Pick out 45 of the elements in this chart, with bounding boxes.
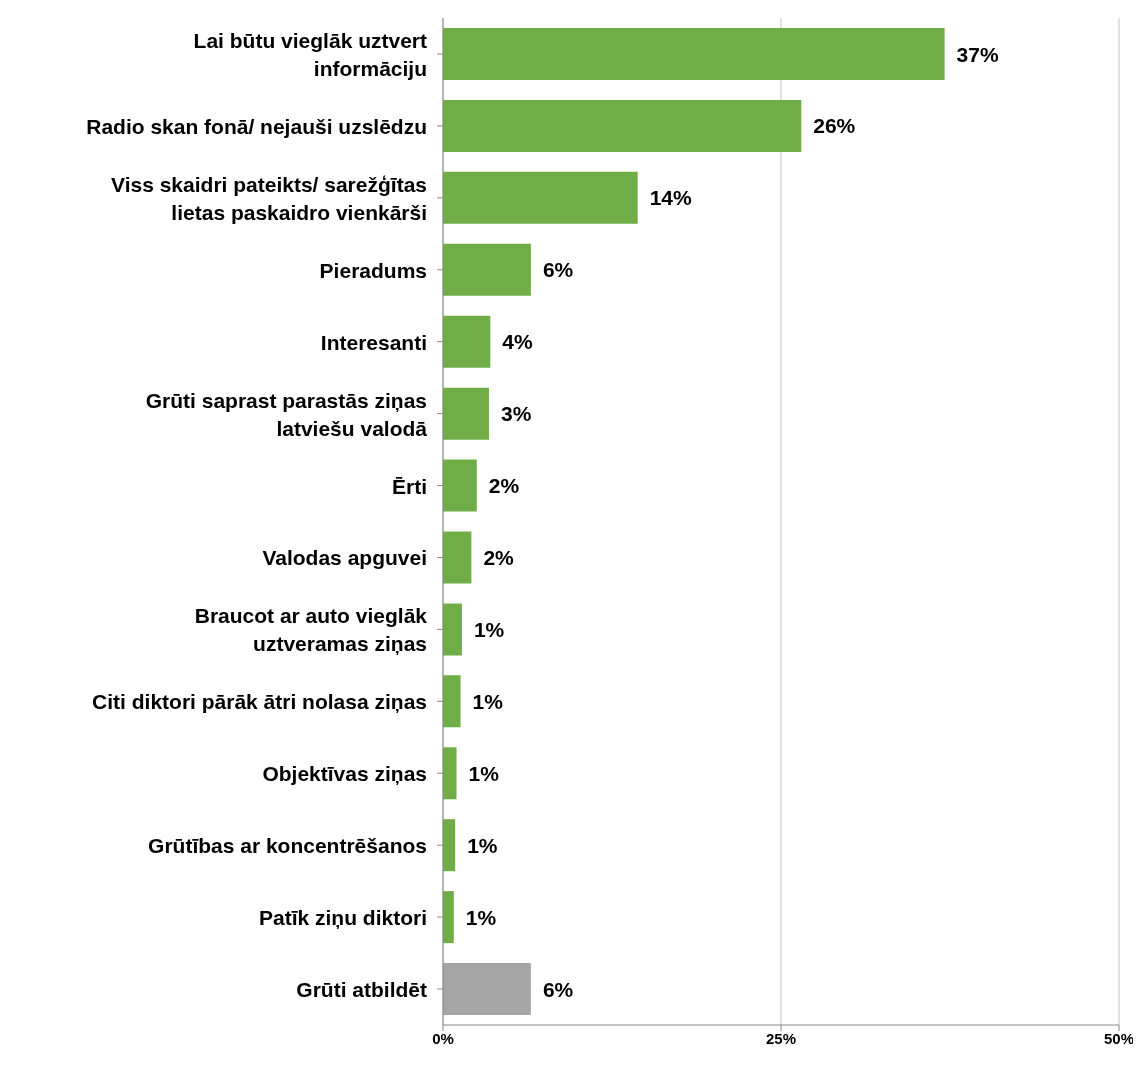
bar bbox=[443, 963, 531, 1016]
bar bbox=[443, 819, 456, 872]
data-label: 6% bbox=[542, 977, 574, 1001]
data-label: 6% bbox=[542, 258, 574, 282]
x-tick-label: 50% bbox=[1103, 1029, 1135, 1047]
data-label: 1% bbox=[465, 905, 497, 929]
data-label: 1% bbox=[468, 761, 500, 785]
bar bbox=[443, 99, 802, 152]
bar bbox=[443, 28, 945, 80]
bar bbox=[443, 675, 461, 728]
data-label: 2% bbox=[488, 474, 520, 498]
y-tick-label: Radio skan fonā/ nejauši uzslēdzu bbox=[86, 114, 428, 138]
bar bbox=[443, 603, 462, 656]
data-label: 3% bbox=[500, 402, 532, 426]
y-tick-label: Viss skaidri pateikts/ sarežģītas lietas paskaidro vienkārši bbox=[111, 172, 428, 224]
y-tick-label: Ērti bbox=[391, 474, 427, 498]
data-label: 2% bbox=[483, 546, 515, 569]
bar bbox=[443, 243, 531, 296]
data-label: 1% bbox=[467, 833, 498, 857]
bar bbox=[443, 891, 454, 944]
bar bbox=[443, 387, 489, 440]
y-tick-label: Pieradums bbox=[319, 258, 428, 282]
bar bbox=[443, 531, 472, 584]
bar bbox=[443, 171, 638, 224]
x-tick-label: 0% bbox=[432, 1029, 454, 1047]
bar bbox=[443, 315, 491, 368]
bar bbox=[443, 747, 457, 800]
data-label: 37% bbox=[956, 42, 999, 66]
y-tick-label: Valodas apguvei bbox=[262, 545, 428, 569]
x-tick-label: 25% bbox=[765, 1029, 797, 1047]
data-label: 1% bbox=[473, 617, 505, 641]
y-tick-label: Grūti atbildēt bbox=[296, 977, 427, 1001]
y-tick-label: Braucot ar auto vieglāk uztveramas ziņas bbox=[194, 603, 428, 655]
data-label: 14% bbox=[649, 186, 693, 210]
y-tick-label: Patīk ziņu diktori bbox=[258, 905, 428, 929]
data-label: 26% bbox=[813, 114, 856, 138]
y-tick-label: Citi diktori pārāk ātri nolasa ziņas bbox=[92, 689, 427, 713]
y-tick-label: Lai būtu vieglāk uztvert informāciju bbox=[193, 28, 428, 80]
y-tick-label: Objektīvas ziņas bbox=[262, 761, 427, 785]
y-tick-label: Interesanti bbox=[320, 330, 427, 354]
y-tick-label: Grūtības ar koncentrēšanos bbox=[148, 833, 428, 857]
y-tick-label: Grūti saprast parastās ziņas latviešu valodā bbox=[145, 388, 428, 440]
data-label: 1% bbox=[472, 689, 504, 713]
data-label: 4% bbox=[502, 330, 533, 354]
bar bbox=[443, 459, 477, 512]
